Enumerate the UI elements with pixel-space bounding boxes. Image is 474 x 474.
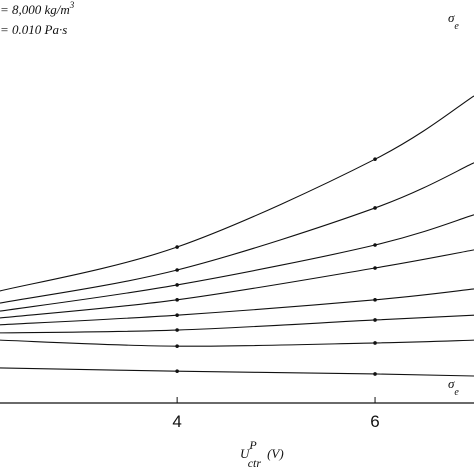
line	[0, 367, 474, 377]
annotation: σe	[448, 376, 459, 398]
x-tick-label: 4	[172, 412, 181, 431]
annotation: = 0.010 Pa·s	[0, 22, 67, 37]
point	[175, 369, 179, 373]
line	[0, 314, 474, 334]
line	[0, 339, 474, 347]
line	[0, 162, 474, 304]
line	[0, 249, 474, 319]
line	[0, 288, 474, 326]
point	[175, 328, 179, 332]
point	[175, 283, 179, 287]
point	[373, 157, 377, 161]
point	[373, 206, 377, 210]
point	[373, 243, 377, 247]
point	[373, 318, 377, 322]
annotation: = 8,000 kg/m3	[0, 0, 75, 17]
point	[175, 313, 179, 317]
point	[373, 372, 377, 376]
annotation: σe	[448, 10, 459, 32]
point	[175, 298, 179, 302]
point	[175, 268, 179, 272]
point	[175, 344, 179, 348]
point	[373, 341, 377, 345]
point	[373, 298, 377, 302]
point	[373, 266, 377, 270]
x-axis-label: UP ctr(V)	[240, 438, 284, 470]
point	[175, 245, 179, 249]
line	[0, 95, 474, 292]
x-tick-label: 6	[370, 412, 379, 431]
line	[0, 214, 474, 312]
